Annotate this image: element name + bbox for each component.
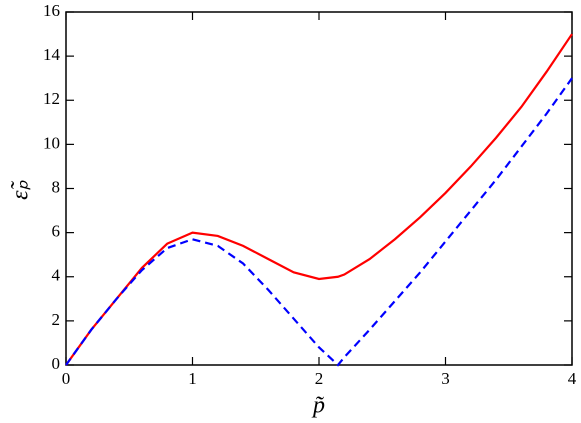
x-tick-label: 1 (188, 369, 197, 388)
y-tick-label: 12 (43, 89, 60, 108)
x-tick-label: 4 (568, 369, 577, 388)
y-tick-label: 16 (43, 1, 60, 20)
y-tick-label: 4 (52, 266, 61, 285)
x-tick-label: 2 (315, 369, 324, 388)
y-tick-label: 6 (52, 222, 61, 241)
x-tick-label: 3 (441, 369, 450, 388)
y-tick-label: 14 (43, 45, 61, 64)
y-tick-label: 10 (43, 133, 60, 152)
y-tick-label: 0 (52, 354, 61, 373)
x-tick-label: 0 (62, 369, 71, 388)
y-axis-label: ε̃ₚ (8, 179, 34, 199)
line-series (65, 33, 573, 366)
y-tick-label: 2 (52, 310, 61, 329)
plot-frame (65, 11, 573, 366)
x-axis-label: p̃ (311, 393, 325, 419)
line-series (65, 77, 573, 367)
y-tick-label: 8 (52, 177, 61, 196)
